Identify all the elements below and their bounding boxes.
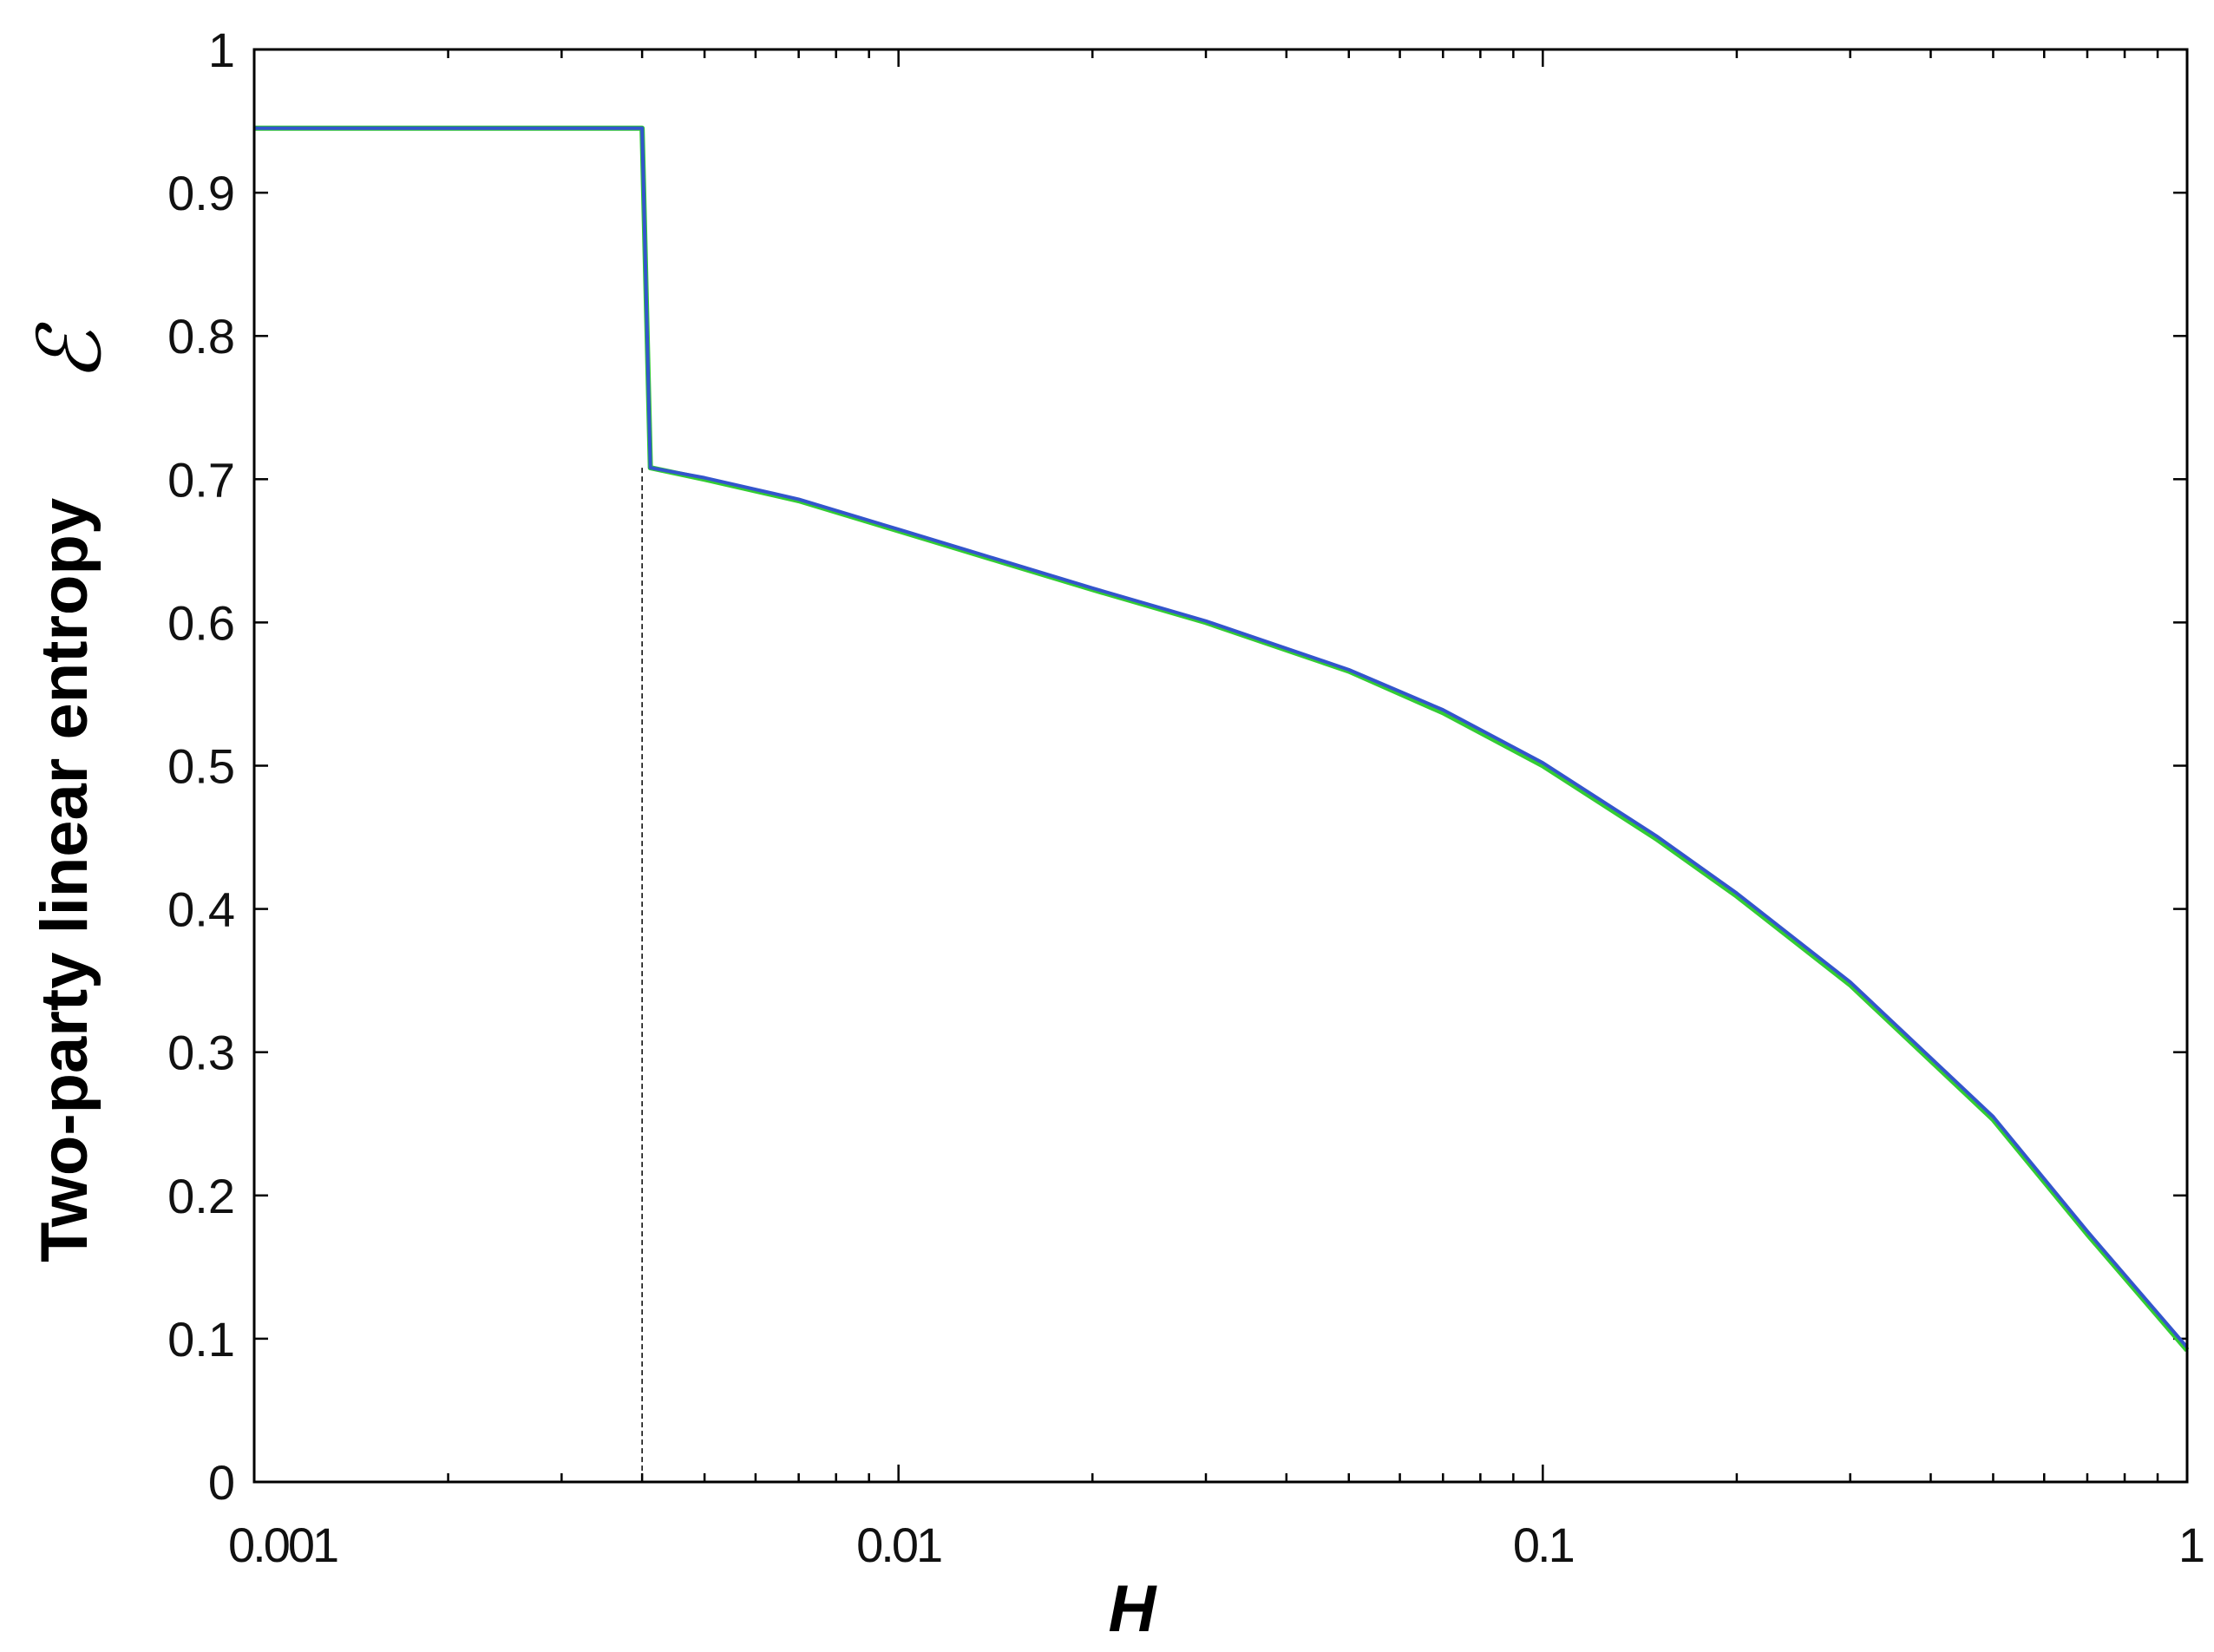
series-line-2 xyxy=(254,126,2189,1349)
y-tick-label: 1 xyxy=(208,23,235,77)
y-tick-label: 0.1 xyxy=(167,1312,235,1367)
y-tick-label: 0.4 xyxy=(167,882,235,937)
x-tick-label: 0.001 xyxy=(228,1518,337,1572)
y-tick-label: 0.3 xyxy=(167,1026,235,1080)
y-tick-label: 0.7 xyxy=(167,452,235,507)
series-line-1 xyxy=(254,125,2190,1353)
series-layer xyxy=(254,125,2190,1353)
x-tick-label: 0.01 xyxy=(856,1518,941,1572)
y-tick-label: 0.9 xyxy=(167,166,235,220)
y-tick-label: 0.6 xyxy=(167,595,235,650)
x-tick-label: 0.1 xyxy=(1513,1518,1574,1572)
y-tick-label: 0.2 xyxy=(167,1169,235,1223)
y-tick-label: 0.8 xyxy=(167,309,235,364)
x-tick-label: 1 xyxy=(2178,1518,2204,1572)
y-axis-symbol: ℰ xyxy=(19,321,121,382)
y-tick-label: 0.5 xyxy=(167,739,235,794)
plot-frame xyxy=(252,48,2189,1484)
x-axis-label: H xyxy=(1109,1572,1158,1646)
ticks-layer xyxy=(252,48,2189,1484)
tick-labels-layer: 0 0.1 0.2 0.3 0.4 0.5 0.6 0.7 0.8 0.9 1 0.001 0.01 0.… xyxy=(167,23,2206,1572)
y-tick-label: 0 xyxy=(208,1455,235,1510)
y-axis-label: Two-party linear entropy xyxy=(28,498,102,1262)
